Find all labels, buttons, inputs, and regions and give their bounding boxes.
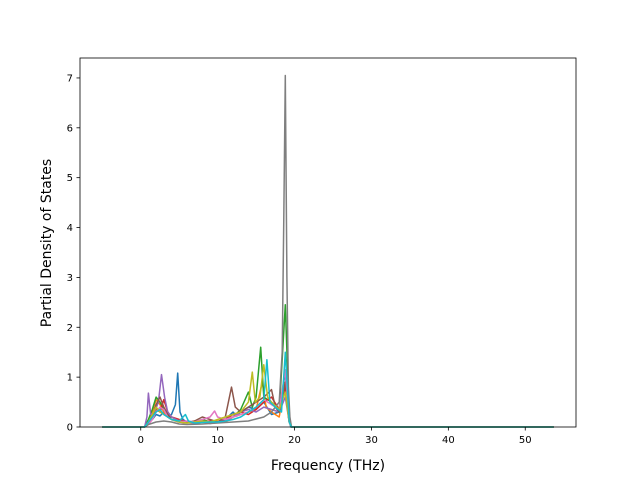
y-tick-label: 3 (67, 273, 73, 284)
x-tick-label: 30 (365, 435, 378, 446)
y-tick-label: 5 (67, 173, 73, 184)
x-tick-label: 0 (138, 435, 144, 446)
x-axis-ticks: 0 10 20 30 40 50 (138, 427, 532, 446)
x-tick-label: 50 (519, 435, 532, 446)
x-axis-label: Frequency (THz) (271, 458, 385, 474)
y-tick-label: 1 (67, 373, 73, 384)
y-axis-ticks: 0 1 2 3 4 5 6 7 (67, 73, 80, 434)
plot-lines (102, 74, 554, 428)
axes-frame (79, 57, 577, 428)
y-tick-label: 7 (67, 73, 73, 84)
y-tick-label: 6 (67, 123, 73, 134)
series-line-10 (102, 351, 554, 428)
y-tick-label: 4 (67, 223, 73, 234)
x-tick-label: 40 (442, 435, 455, 446)
y-tick-label: 0 (67, 423, 73, 434)
y-axis-label: Partial Density of States (39, 159, 55, 327)
series-line-9 (102, 363, 554, 428)
y-tick-label: 2 (67, 323, 73, 334)
x-tick-label: 20 (288, 435, 301, 446)
x-tick-label: 10 (211, 435, 224, 446)
series-line-8 (102, 74, 554, 428)
